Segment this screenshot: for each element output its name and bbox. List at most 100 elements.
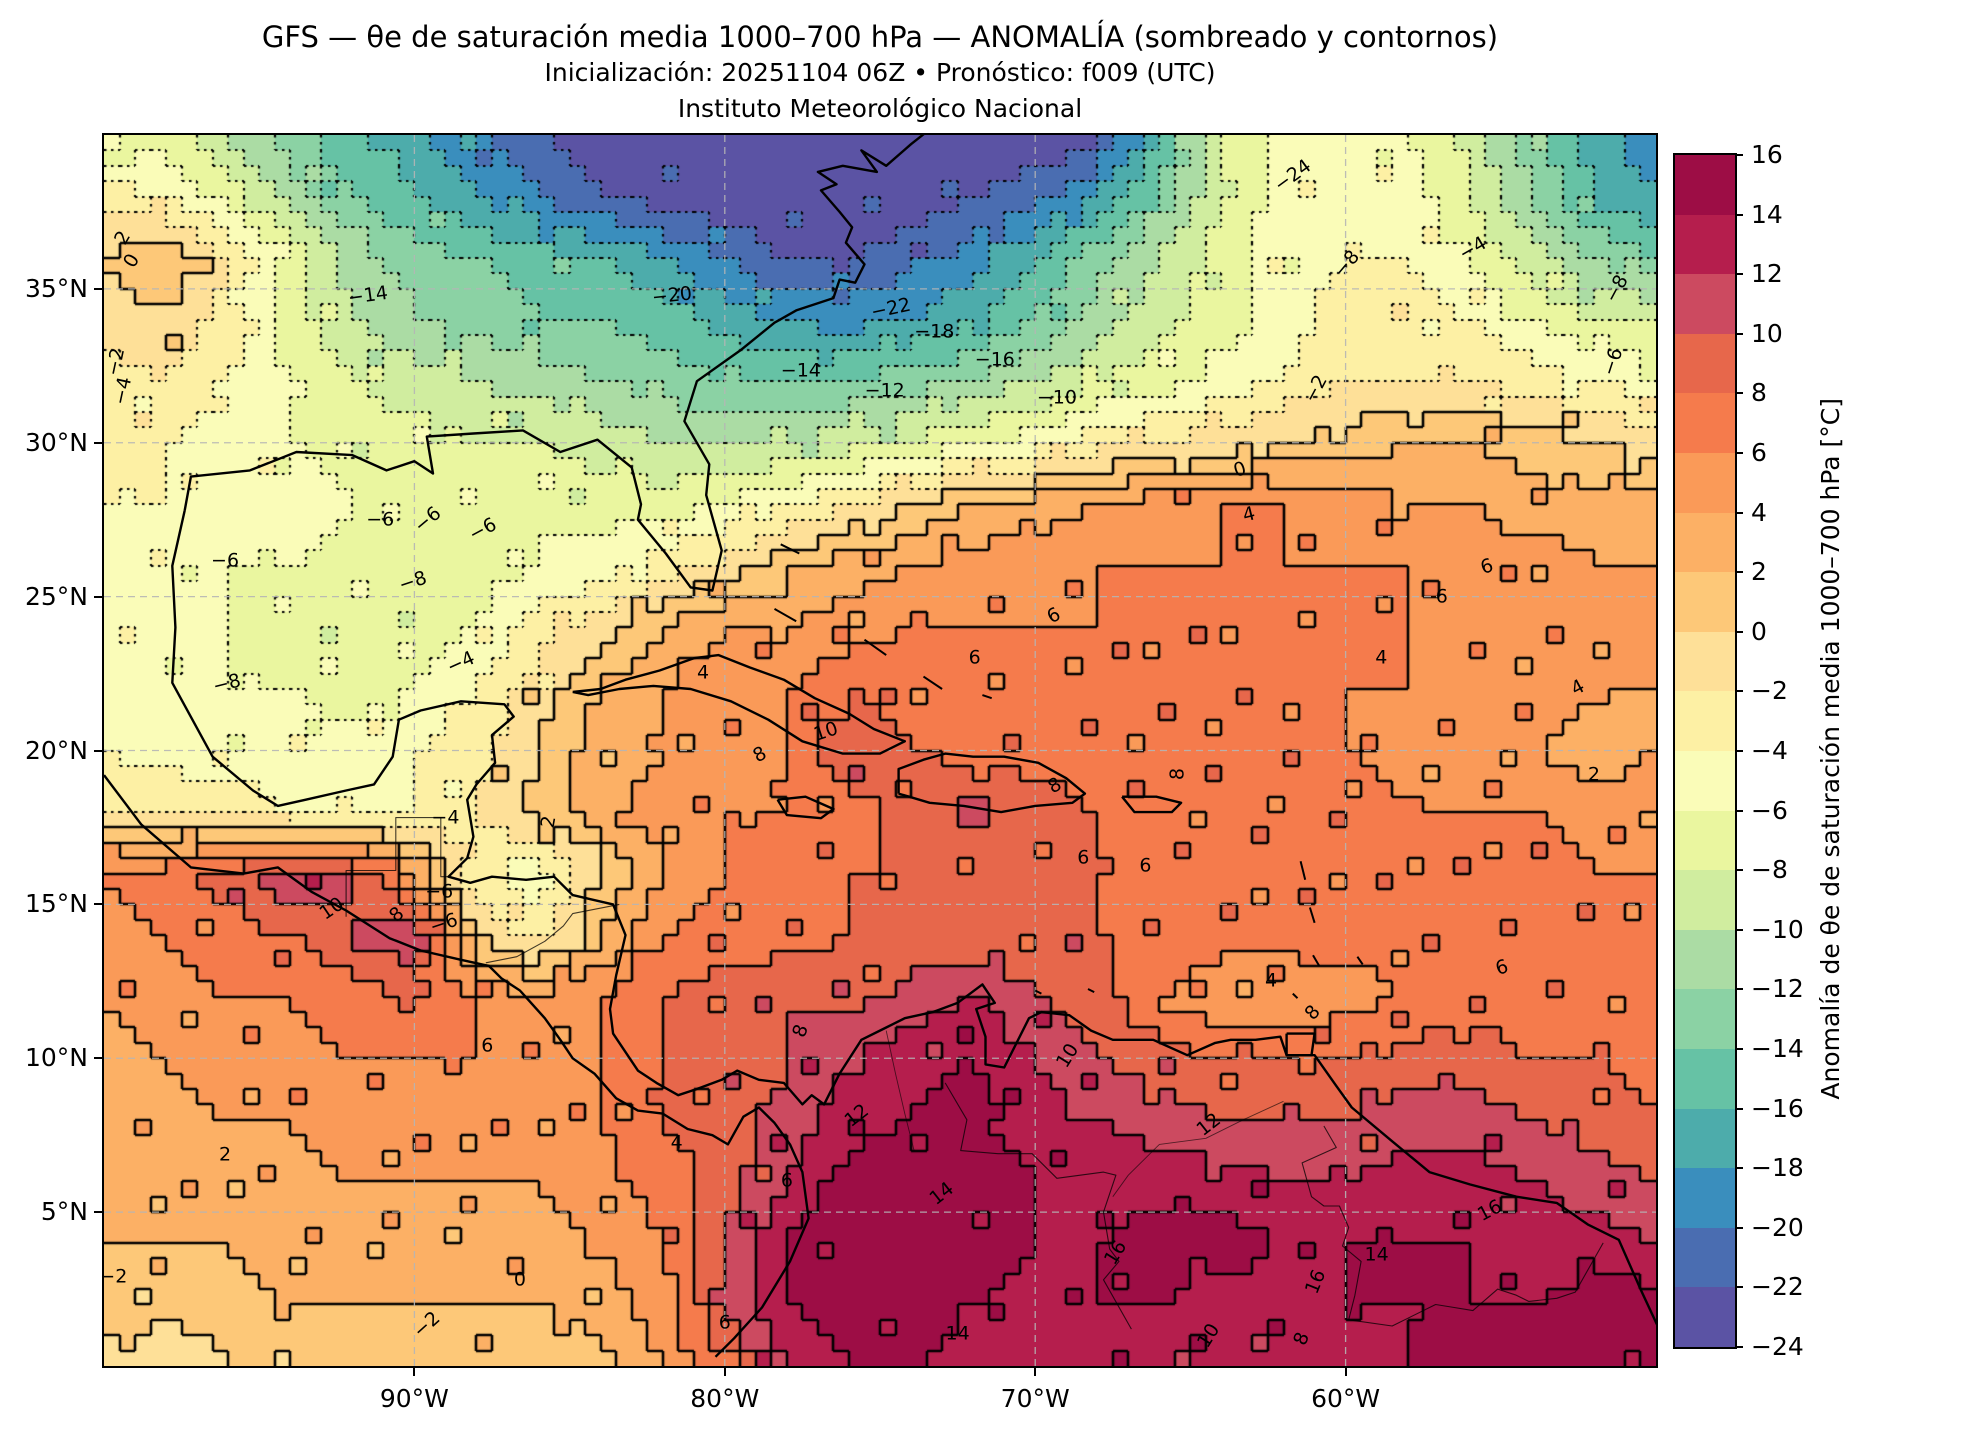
map-plot-area: 2 0 −2 −4 −14 −20 −22 −24 −18 −16 −10 −14 −12 −8 −4 −8−…	[102, 133, 1658, 1368]
colorbar-band	[1675, 989, 1735, 1050]
country-border	[485, 903, 620, 964]
colorbar-tick-label: 16	[1751, 140, 1783, 169]
colorbar-tick-mark	[1735, 273, 1743, 276]
coastlines-gridlines-overlay	[104, 135, 1656, 1366]
lon-tick-label: 70°W	[1000, 1384, 1070, 1413]
coastline-small-island	[922, 675, 943, 690]
coastline-hispaniola	[897, 752, 1087, 814]
colorbar-band	[1675, 274, 1735, 335]
colorbar	[1673, 153, 1737, 1349]
colorbar-band	[1675, 572, 1735, 633]
colorbar-tick-mark	[1735, 690, 1743, 693]
colorbar-band	[1675, 929, 1735, 989]
colorbar-band	[1675, 333, 1735, 393]
colorbar-tick-label: 6	[1751, 438, 1767, 467]
colorbar-tick-label: −12	[1751, 974, 1804, 1004]
lon-tick-mark	[413, 1368, 416, 1376]
lon-tick-label: 80°W	[690, 1384, 760, 1413]
map-plot-inner: 2 0 −2 −4 −14 −20 −22 −24 −18 −16 −10 −14 −12 −8 −4 −8−…	[104, 135, 1656, 1366]
colorbar-band	[1675, 810, 1735, 870]
colorbar-band	[1675, 1227, 1735, 1287]
lat-tick-label: 35°N	[24, 273, 88, 303]
coastline-gulf-caribbean-south-america	[171, 510, 1656, 1326]
colorbar-tick-mark	[1735, 750, 1743, 752]
colorbar-tick-mark	[1735, 1226, 1743, 1229]
coastline-north-america	[183, 135, 925, 592]
colorbar-tick-label: −22	[1751, 1272, 1804, 1302]
colorbar-band	[1675, 1287, 1735, 1348]
lat-tick-mark	[94, 287, 102, 290]
chart-subtitle-institute: Instituto Meteorológico Nacional	[677, 94, 1083, 123]
coastline-small-island	[1308, 907, 1316, 924]
colorbar-axis-label: Anomalía de θe de saturación media 1000–…	[1815, 398, 1845, 1100]
colorbar-tick-label: 0	[1751, 616, 1767, 646]
lat-tick-mark	[94, 903, 102, 906]
lat-tick-mark	[94, 441, 102, 444]
colorbar-tick-label: −20	[1751, 1212, 1804, 1242]
river-magdalena	[885, 1030, 915, 1151]
coastline-small-island	[863, 638, 887, 656]
colorbar-tick-mark	[1735, 1167, 1743, 1170]
colorbar-tick-mark	[1735, 1286, 1743, 1289]
colorbar-band	[1675, 631, 1735, 691]
lon-tick-mark	[1034, 1368, 1037, 1376]
colorbar-tick-label: 12	[1751, 259, 1783, 289]
country-border	[345, 817, 449, 917]
lat-tick-label: 25°N	[24, 581, 88, 611]
country-border	[944, 1082, 1132, 1330]
coastline-trinidad	[1285, 1032, 1316, 1057]
colorbar-band	[1675, 1108, 1735, 1168]
coastline-small-island	[1299, 861, 1307, 881]
coastline-small-island	[1087, 988, 1095, 993]
lon-tick-label: 90°W	[379, 1384, 449, 1413]
colorbar-tick-mark	[1735, 928, 1743, 931]
colorbar-tick-mark	[1735, 452, 1743, 454]
lat-tick-label: 15°N	[24, 889, 88, 919]
coastline-small-island	[1292, 992, 1299, 999]
lat-tick-label: 5°N	[40, 1197, 88, 1227]
chart-title: GFS — θe de saturación media 1000–700 hP…	[261, 20, 1499, 54]
colorbar-tick-label: 8	[1751, 378, 1767, 408]
colorbar-tick-mark	[1735, 154, 1743, 156]
colorbar-band	[1675, 214, 1735, 274]
colorbar-tick-label: 14	[1751, 199, 1783, 229]
lat-tick-mark	[94, 749, 102, 752]
colorbar-tick-label: −8	[1751, 855, 1788, 885]
lat-tick-mark	[94, 1211, 102, 1214]
colorbar-band	[1675, 1168, 1735, 1229]
country-border	[1301, 1125, 1604, 1327]
colorbar-tick-mark	[1735, 511, 1743, 514]
lat-tick-label: 10°N	[24, 1043, 88, 1073]
coastline-small-island	[1312, 954, 1321, 967]
colorbar-tick-label: −4	[1751, 736, 1788, 765]
coastline-small-island	[982, 694, 993, 700]
colorbar-tick-label: −24	[1751, 1332, 1804, 1361]
coastline-small-island	[774, 608, 797, 623]
colorbar-tick-label: −2	[1751, 676, 1788, 706]
lat-tick-mark	[94, 1057, 102, 1060]
colorbar-tick-label: −6	[1751, 795, 1788, 825]
coastline-cuba	[572, 653, 906, 755]
colorbar-band	[1675, 691, 1735, 752]
colorbar-tick-label: 2	[1751, 557, 1767, 587]
colorbar-tick-label: 10	[1751, 318, 1783, 348]
colorbar-band	[1675, 751, 1735, 811]
colorbar-tick-mark	[1735, 332, 1743, 335]
colorbar-tick-mark	[1735, 630, 1743, 633]
lat-tick-label: 20°N	[24, 735, 88, 765]
coastline-small-island	[1356, 956, 1364, 965]
colorbar-band	[1675, 393, 1735, 454]
colorbar-tick-mark	[1735, 392, 1743, 395]
colorbar-tick-mark	[1735, 1048, 1743, 1050]
colorbar-tick-mark	[1735, 571, 1743, 574]
colorbar-band	[1675, 453, 1735, 513]
colorbar-tick-label: −14	[1751, 1034, 1804, 1063]
colorbar-tick-mark	[1735, 809, 1743, 812]
colorbar-tick-mark	[1735, 1107, 1743, 1110]
colorbar-tick-label: −18	[1751, 1153, 1804, 1183]
colorbar-band	[1675, 1049, 1735, 1109]
lon-tick-label: 60°W	[1311, 1384, 1381, 1413]
coastline-jamaica	[776, 795, 835, 820]
colorbar-tick-mark	[1735, 1346, 1743, 1348]
